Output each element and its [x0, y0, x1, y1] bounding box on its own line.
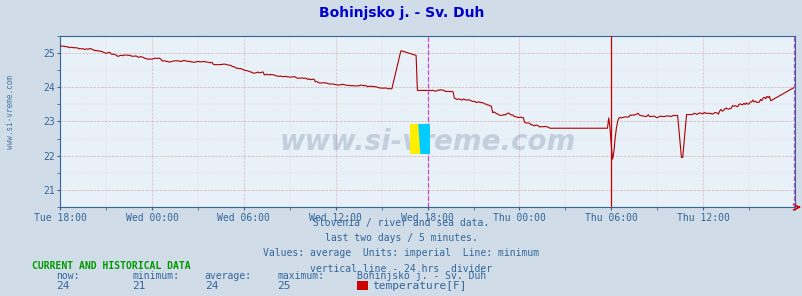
Text: average:: average:: [205, 271, 252, 281]
Text: minimum:: minimum:: [132, 271, 180, 281]
Text: maximum:: maximum:: [277, 271, 324, 281]
Text: Bohinjsko j. - Sv. Duh: Bohinjsko j. - Sv. Duh: [357, 271, 486, 281]
Text: 25: 25: [277, 281, 290, 291]
Polygon shape: [419, 124, 431, 154]
Text: www.si-vreme.com: www.si-vreme.com: [279, 128, 575, 156]
Text: 24: 24: [56, 281, 70, 291]
Polygon shape: [408, 124, 420, 154]
Text: now:: now:: [56, 271, 79, 281]
Text: 21: 21: [132, 281, 146, 291]
Text: 24: 24: [205, 281, 218, 291]
Text: Slovenia / river and sea data.: Slovenia / river and sea data.: [313, 218, 489, 228]
Text: Bohinjsko j. - Sv. Duh: Bohinjsko j. - Sv. Duh: [318, 6, 484, 20]
Text: last two days / 5 minutes.: last two days / 5 minutes.: [325, 233, 477, 243]
Text: www.si-vreme.com: www.si-vreme.com: [6, 75, 15, 149]
Text: vertical line - 24 hrs  divider: vertical line - 24 hrs divider: [310, 264, 492, 274]
Text: temperature[F]: temperature[F]: [371, 281, 466, 291]
Text: CURRENT AND HISTORICAL DATA: CURRENT AND HISTORICAL DATA: [32, 261, 191, 271]
Text: Values: average  Units: imperial  Line: minimum: Values: average Units: imperial Line: mi…: [263, 248, 539, 258]
